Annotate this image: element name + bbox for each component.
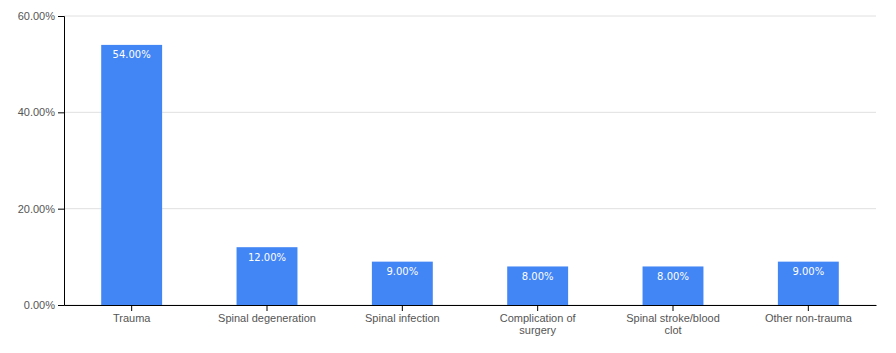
x-axis-line — [65, 305, 877, 306]
chart-svg: 0.00% 20.00% 40.00% 60.00% Trauma Spinal dege… — [0, 0, 896, 353]
x-tick-label-line: Spinal stroke/blood — [626, 312, 720, 324]
bar — [507, 266, 568, 305]
grid — [64, 16, 876, 305]
data-label: 8.00% — [657, 271, 689, 282]
x-tick-label-line: Spinal degeneration — [218, 312, 316, 324]
y-tick-mark — [58, 16, 64, 17]
x-tick-label-line: Spinal infection — [365, 312, 440, 324]
bar — [237, 247, 298, 305]
x-tick-mark — [402, 305, 403, 311]
x-tick-label-line: Trauma — [113, 312, 151, 324]
y-tick-label: 60.00% — [18, 10, 56, 22]
bar — [643, 266, 704, 305]
x-tick: Trauma — [113, 305, 151, 324]
x-tick: Spinal stroke/bloodclot — [626, 305, 720, 336]
x-tick-label: Spinal degeneration — [218, 312, 316, 324]
bars — [101, 45, 839, 305]
x-tick-label: Other non-trauma — [765, 312, 853, 324]
y-tick-mark — [58, 209, 64, 210]
y-tick-label: 0.00% — [24, 299, 55, 311]
y-tick: 0.00% — [24, 299, 64, 311]
data-labels: 54.00% 12.00% 9.00% 8.00% 8.00% 9.00% — [113, 49, 825, 282]
bar — [101, 45, 162, 305]
grid-line — [64, 112, 876, 113]
x-tick-label: Trauma — [113, 312, 151, 324]
x-tick-label-line: Complication of — [500, 312, 577, 324]
y-tick-label: 40.00% — [18, 106, 56, 118]
x-tick: Other non-trauma — [765, 305, 853, 324]
grid-line — [64, 16, 876, 17]
x-tick-mark — [673, 305, 674, 311]
plot: 0.00% 20.00% 40.00% 60.00% Trauma Spinal dege… — [18, 10, 877, 336]
y-tick: 60.00% — [18, 10, 64, 22]
x-tick-label-line: Other non-trauma — [765, 312, 853, 324]
chart-container: 0.00% 20.00% 40.00% 60.00% Trauma Spinal dege… — [0, 0, 896, 353]
bar — [778, 262, 839, 305]
y-axis: 0.00% 20.00% 40.00% 60.00% — [18, 10, 65, 311]
grid-line — [64, 305, 876, 306]
x-tick-mark — [131, 305, 132, 311]
data-label: 9.00% — [386, 266, 418, 277]
x-tick-label: Spinal infection — [365, 312, 440, 324]
x-tick-mark — [267, 305, 268, 311]
x-tick-mark — [808, 305, 809, 311]
y-axis-line — [58, 17, 65, 306]
y-tick: 20.00% — [18, 203, 64, 215]
x-tick-label: Spinal stroke/bloodclot — [626, 312, 720, 337]
x-tick: Spinal infection — [365, 305, 440, 324]
data-label: 9.00% — [792, 266, 824, 277]
x-tick: Complication ofsurgery — [500, 305, 577, 336]
y-tick: 40.00% — [18, 106, 64, 118]
x-tick-label-line: clot — [664, 324, 681, 336]
y-tick-label: 20.00% — [18, 203, 56, 215]
data-label: 12.00% — [248, 252, 286, 263]
x-tick-label-line: surgery — [519, 324, 556, 336]
y-tick-mark — [58, 305, 64, 306]
grid-line — [64, 208, 876, 209]
data-label: 8.00% — [522, 271, 554, 282]
x-tick-label: Complication ofsurgery — [500, 312, 577, 337]
x-axis: Trauma Spinal degeneration Spinal infectio… — [65, 305, 877, 336]
x-tick: Spinal degeneration — [218, 305, 316, 324]
y-tick-mark — [58, 112, 64, 113]
bar — [372, 262, 433, 305]
data-label: 54.00% — [113, 49, 151, 60]
x-tick-mark — [537, 305, 538, 311]
